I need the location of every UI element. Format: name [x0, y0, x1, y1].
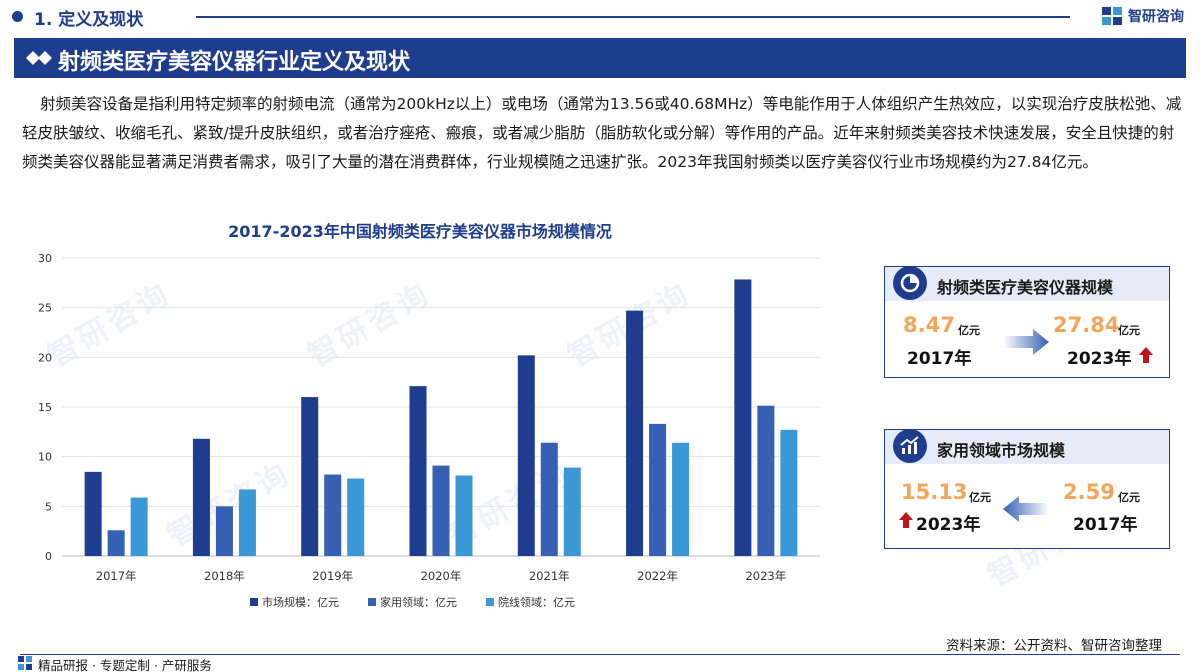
- x-tick-label: 2017年: [96, 569, 137, 583]
- bar: [626, 310, 644, 556]
- x-tick-label: 2018年: [204, 569, 245, 583]
- end-year: 2023年: [1067, 349, 1132, 369]
- y-tick-label: 25: [38, 302, 52, 315]
- start-unit: 亿元: [958, 324, 980, 337]
- arrow-up-icon: [899, 512, 913, 528]
- start-value: 2.59: [1063, 480, 1115, 504]
- bar: [649, 423, 667, 556]
- diamond-icon: [26, 51, 52, 65]
- bar: [540, 442, 558, 556]
- y-tick-label: 20: [38, 351, 52, 364]
- legend-label: 院线领域：亿元: [498, 595, 575, 609]
- start-unit: 亿元: [1118, 491, 1140, 504]
- end-unit: 亿元: [969, 491, 991, 504]
- bar: [215, 506, 233, 556]
- card-title: 射频类医疗美容仪器规模: [937, 278, 1114, 297]
- legend-swatch: [250, 598, 258, 606]
- end-value: 27.84: [1053, 313, 1120, 337]
- bar: [563, 467, 581, 556]
- bar: [301, 397, 319, 556]
- y-tick-label: 30: [38, 252, 52, 265]
- card-header: [885, 430, 1169, 464]
- card-title: 家用领域市场规模: [937, 441, 1066, 460]
- x-tick-label: 2019年: [312, 569, 353, 583]
- x-tick-label: 2023年: [745, 569, 786, 583]
- brand-logo: 智研咨询: [1102, 6, 1184, 26]
- start-year: 2017年: [1073, 515, 1138, 535]
- x-tick-label: 2022年: [637, 569, 678, 583]
- bar: [130, 497, 148, 556]
- logo-icon: [1102, 7, 1122, 25]
- bar: [672, 442, 690, 556]
- x-tick-label: 2021年: [529, 569, 570, 583]
- bar: [757, 405, 775, 556]
- bar: [238, 489, 256, 556]
- data-source: 资料来源：公开资料、智研咨询整理: [946, 638, 1162, 654]
- y-tick-label: 0: [45, 550, 52, 563]
- bar: [734, 279, 752, 556]
- logo-text: 智研咨询: [1128, 9, 1184, 25]
- bar: [84, 471, 102, 556]
- end-value: 15.13: [901, 480, 968, 504]
- page-title: 射频类医疗美容仪器行业定义及现状: [58, 50, 411, 75]
- end-unit: 亿元: [1118, 324, 1140, 337]
- bar: [432, 465, 450, 556]
- bar-chart: 0 5 10 15 20 25 30 2017年 2018年 2019年 2020年 2021年 202…: [38, 252, 820, 609]
- chart-title: 2017-2023年中国射频类医疗美容仪器市场规模情况: [228, 222, 612, 241]
- card-header: [885, 267, 1169, 301]
- y-tick-label: 15: [38, 401, 52, 414]
- bar: [780, 429, 798, 556]
- start-value: 8.47: [903, 313, 955, 337]
- title-banner: 射频类医疗美容仪器行业定义及现状: [14, 38, 1186, 78]
- arrow-up-icon: [1139, 347, 1153, 363]
- legend-swatch: [368, 598, 376, 606]
- bar: [192, 438, 210, 556]
- legend-swatch: [486, 598, 494, 606]
- start-year: 2017年: [907, 349, 972, 369]
- footer-services: 精品研报 · 专题定制 · 产研服务: [38, 658, 212, 672]
- bar-trend-icon: [893, 429, 927, 463]
- bar: [409, 386, 427, 556]
- intro-paragraph: 射频美容设备是指利用特定频率的射频电流（通常为200kHz以上）或电场（通常为1…: [22, 95, 1182, 171]
- top-bar: 1. 定义及现状 智研咨询: [0, 0, 1200, 34]
- arrow-right-icon: [1003, 329, 1049, 355]
- footer-divider: [20, 654, 1180, 655]
- household-market-card: 家用领域市场规模 15.13 亿元 2023年 2.59 亿元 2017年: [884, 429, 1170, 549]
- logo-icon: [18, 656, 32, 670]
- bar: [347, 478, 365, 556]
- y-tick-label: 10: [38, 451, 52, 464]
- section-title: 1. 定义及现状: [34, 10, 144, 30]
- pie-chart-icon: [893, 266, 927, 300]
- end-year: 2023年: [916, 515, 981, 535]
- bar: [455, 475, 473, 556]
- bar: [517, 355, 535, 556]
- bar: [324, 474, 342, 556]
- x-tick-label: 2020年: [421, 569, 462, 583]
- market-size-card: 射频类医疗美容仪器规模 8.47 亿元 2017年 27.84 亿元 2023年: [884, 266, 1170, 378]
- y-tick-label: 5: [45, 500, 52, 513]
- legend-label: 市场规模：亿元: [262, 595, 339, 609]
- section-bullet-icon: [12, 11, 23, 22]
- arrow-left-icon: [1003, 496, 1049, 522]
- legend-label: 家用领域：亿元: [380, 595, 457, 609]
- header-divider: [196, 16, 1070, 18]
- bar: [107, 530, 125, 556]
